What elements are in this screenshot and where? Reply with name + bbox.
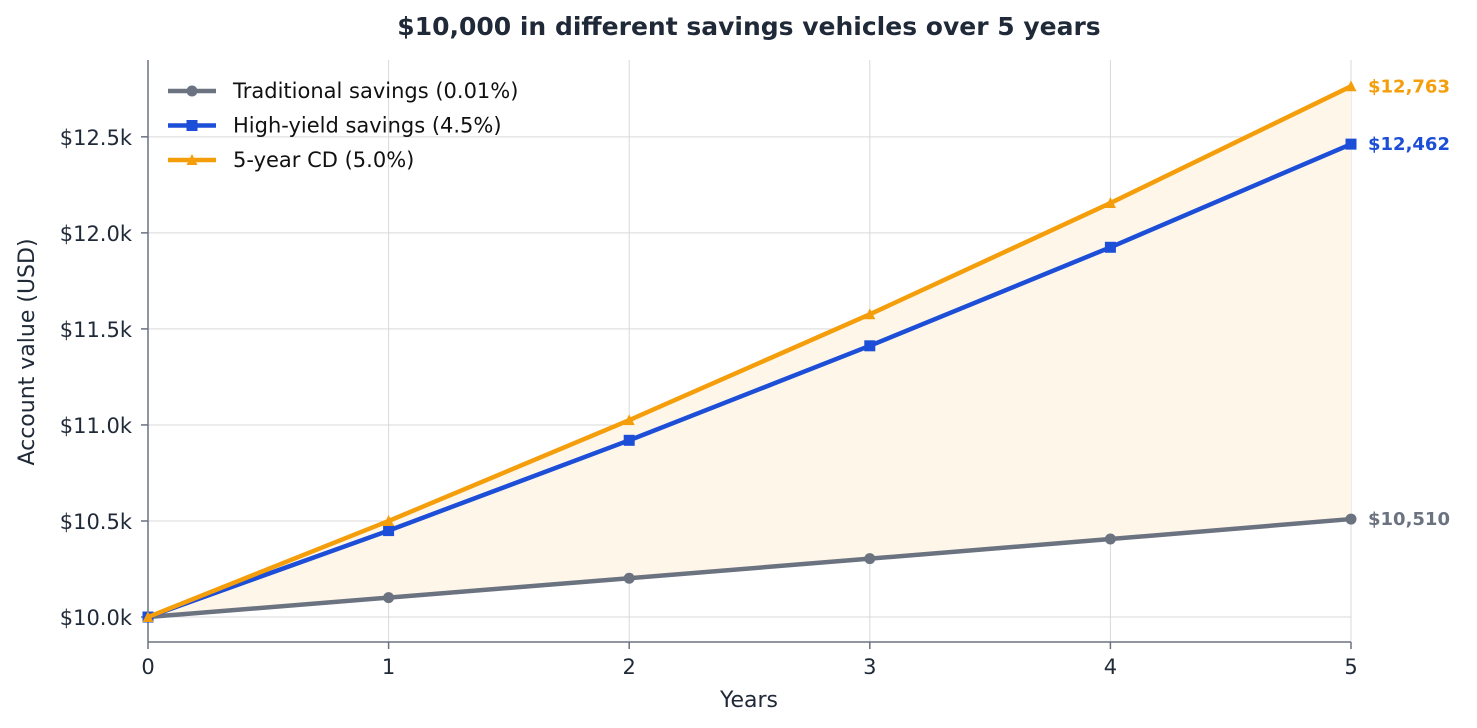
series-group	[142, 80, 1357, 623]
data-point	[142, 611, 154, 622]
shaded-area	[148, 86, 1351, 618]
data-point	[383, 592, 395, 604]
y-tick-label: $10.5k	[60, 510, 133, 534]
x-tick-label: 4	[1104, 655, 1117, 679]
legend-item: High-yield savings (4.5%)	[168, 114, 502, 138]
data-point	[1345, 80, 1357, 92]
data-point	[1345, 138, 1357, 150]
end-value-label: $10,510	[1368, 509, 1450, 530]
data-point	[383, 525, 395, 537]
end-labels: $10,510 $12,462 $12,763	[1368, 76, 1450, 530]
x-axis-label: Years	[719, 688, 778, 713]
x-tick-label: 1	[382, 655, 395, 679]
data-point	[864, 308, 876, 320]
axes: 0 1 2 3 4 5 $10.0k $10.5k $11.0k $11.5k $12.0k $12.…	[60, 60, 1358, 679]
data-point	[623, 414, 635, 426]
y-tick-label: $12.5k	[60, 126, 133, 150]
data-point	[864, 340, 876, 352]
legend-marker	[186, 154, 198, 165]
chart-title: $10,000 in different savings vehicles ov…	[397, 12, 1100, 41]
end-value-label: $12,763	[1368, 76, 1450, 97]
data-point	[1104, 197, 1116, 209]
y-axis-label: Account value (USD)	[15, 238, 40, 465]
data-point	[623, 572, 635, 584]
legend-item: 5-year CD (5.0%)	[168, 148, 414, 172]
series-line	[147, 142, 1352, 620]
x-tick-label: 2	[623, 655, 636, 679]
y-tick-label: $12.0k	[60, 222, 133, 246]
legend-label: 5-year CD (5.0%)	[233, 148, 414, 172]
legend-item: Traditional savings (0.01%)	[168, 79, 518, 103]
data-point	[623, 434, 635, 446]
legend-label: High-yield savings (4.5%)	[233, 114, 502, 138]
legend-marker	[186, 85, 198, 97]
y-tick-label: $10.0k	[60, 606, 133, 630]
legend: Traditional savings (0.01%) High-yield sa…	[168, 79, 518, 172]
x-tick-label: 5	[1344, 655, 1357, 679]
series-line	[147, 84, 1352, 620]
x-tick-label: 0	[141, 655, 154, 679]
series-line	[147, 516, 1352, 620]
data-point	[1104, 533, 1116, 545]
legend-marker	[186, 120, 198, 131]
y-tick-label: $11.0k	[60, 414, 133, 438]
data-point	[383, 515, 395, 526]
y-tick-label: $11.5k	[60, 318, 133, 342]
series-triangle	[142, 80, 1357, 622]
data-point	[1345, 513, 1357, 525]
end-value-label: $12,462	[1368, 134, 1450, 155]
x-tick-label: 3	[863, 655, 876, 679]
data-point	[864, 553, 876, 565]
legend-label: Traditional savings (0.01%)	[232, 79, 518, 103]
shaded-region	[148, 86, 1351, 618]
data-point	[1104, 241, 1116, 253]
